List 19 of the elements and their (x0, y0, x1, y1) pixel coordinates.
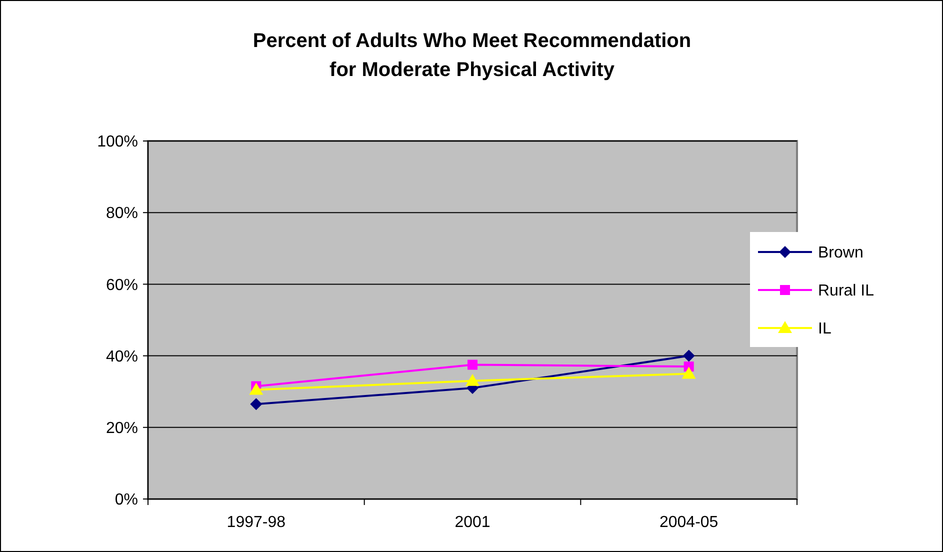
point (249, 382, 264, 395)
y-tick-label: 20% (106, 420, 138, 437)
y-tick-label: 40% (106, 348, 138, 366)
point (682, 366, 696, 379)
y-tick-label: 80% (106, 205, 138, 222)
legend-label: IL (818, 320, 832, 338)
chart-title: Percent of Adults Who Meet Recommendation for Moderate Physical Activity (252, 30, 692, 81)
legend-label: Rural IL (818, 282, 874, 300)
y-tick-label: 100% (97, 134, 138, 151)
y-tick-label: 60% (106, 276, 138, 294)
x-tick-label: 2001 (454, 514, 490, 531)
point (466, 374, 480, 386)
point (682, 350, 695, 362)
point (468, 360, 478, 370)
legend-label: Brown (818, 244, 864, 262)
point (250, 398, 262, 410)
x-tick-label: 1997-98 (226, 514, 286, 531)
x-tick-label: 2004-05 (659, 514, 718, 531)
y-tick-label: 0% (114, 492, 138, 509)
